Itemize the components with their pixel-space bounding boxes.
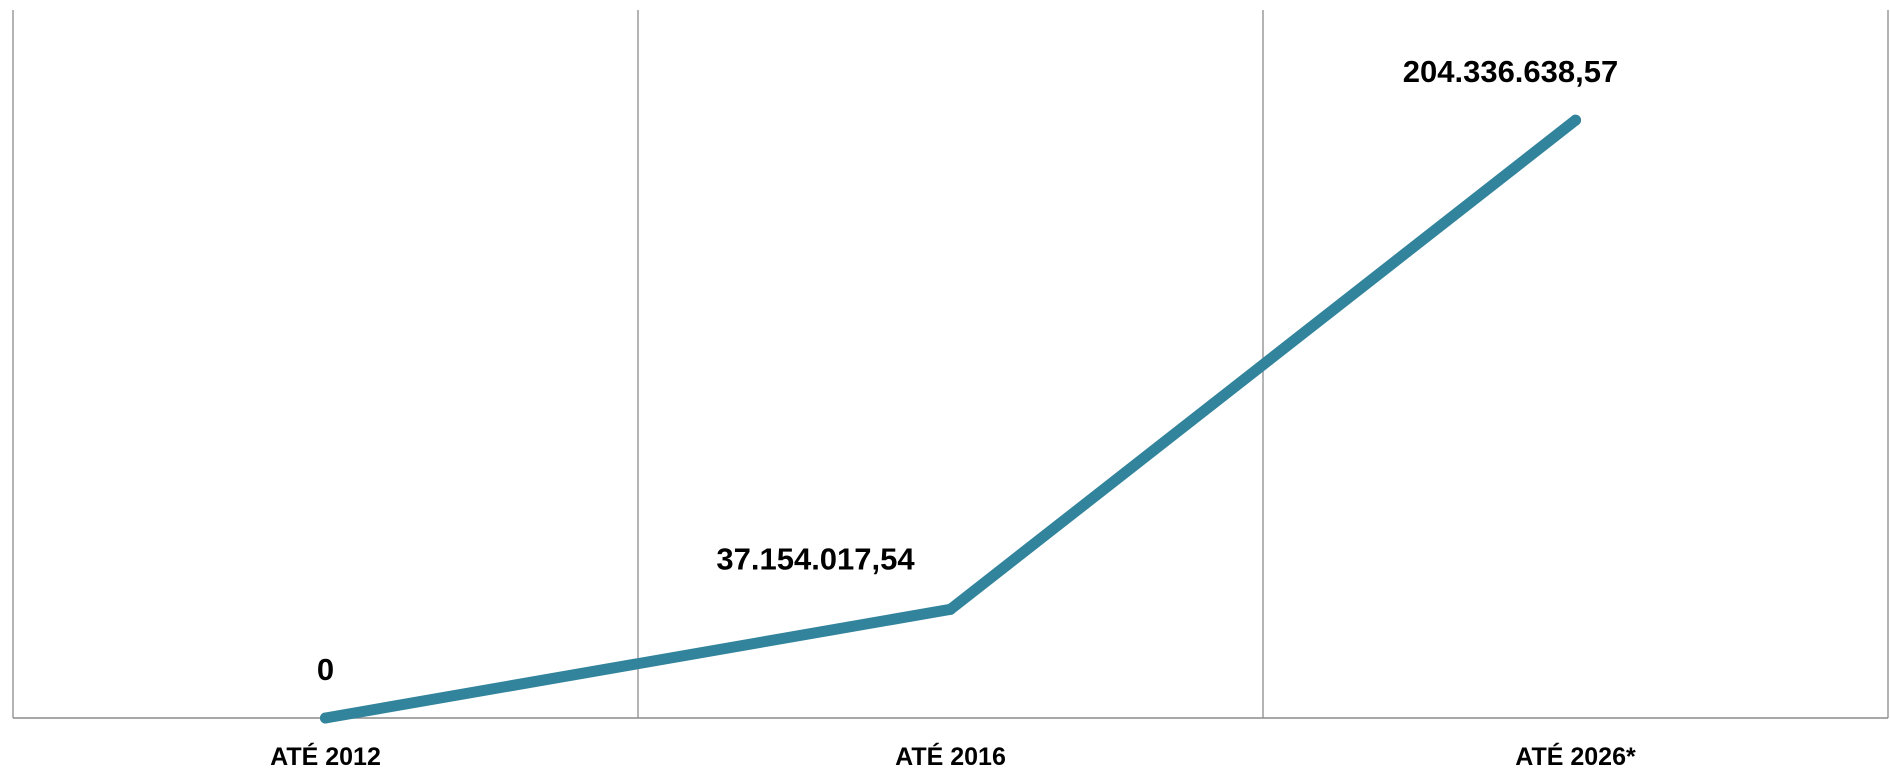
x-tick-label-1: ATÉ 2016: [895, 742, 1006, 770]
data-point-0: [320, 712, 331, 724]
data-label-1: 37.154.017,54: [716, 541, 915, 576]
series-line: [320, 114, 1581, 724]
data-point-2: [1570, 114, 1581, 126]
series-group: [320, 114, 1581, 724]
data-point-1: [945, 603, 956, 615]
data-label-2: 204.336.638,57: [1403, 54, 1619, 89]
x-tick-label-0: ATÉ 2012: [270, 742, 381, 770]
data-labels: 0 37.154.017,54 204.336.638,57: [317, 54, 1618, 687]
x-tick-label-2: ATÉ 2026*: [1515, 742, 1636, 770]
data-label-0: 0: [317, 652, 334, 687]
x-tick-labels: ATÉ 2012 ATÉ 2016 ATÉ 2026*: [270, 742, 1636, 770]
